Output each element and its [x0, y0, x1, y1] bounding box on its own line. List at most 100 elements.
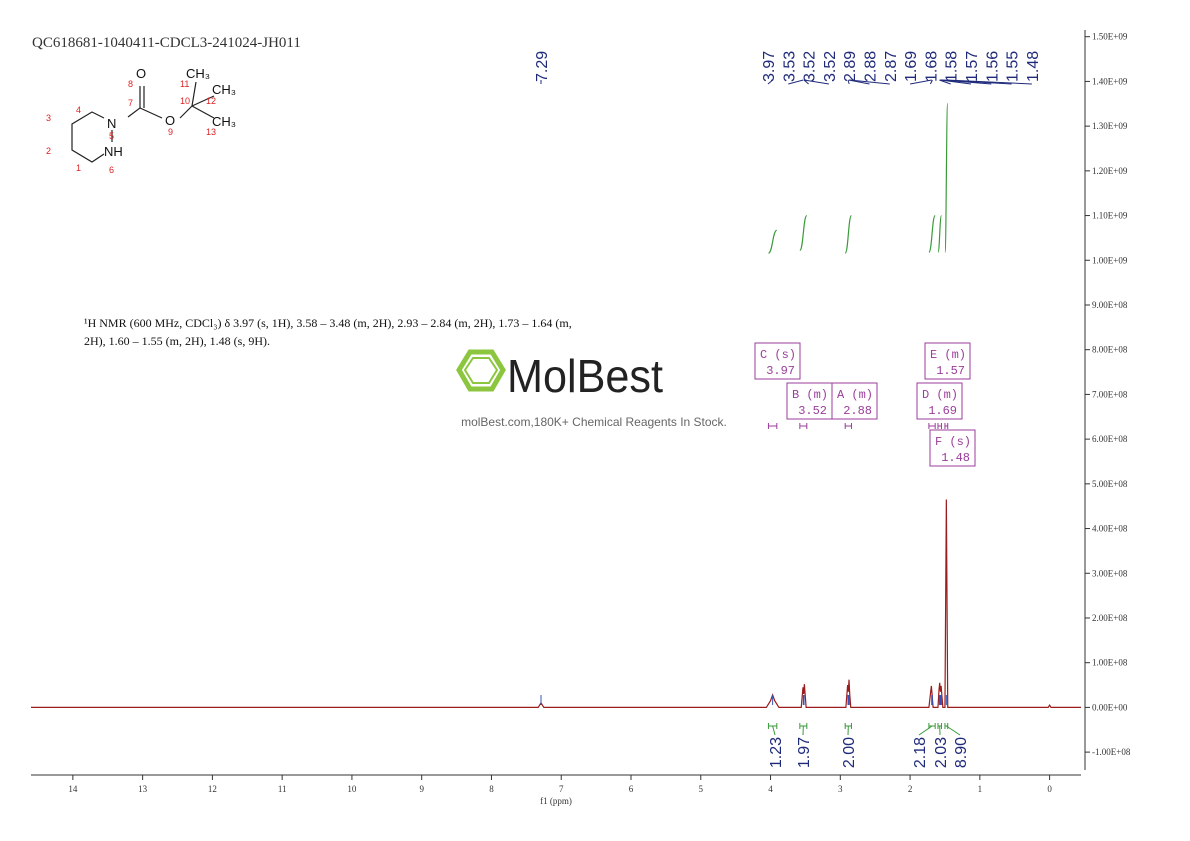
- chart-title: QC618681-1040411-CDCL3-241024-JH011: [32, 35, 301, 51]
- y-tick-label: 1.00E+09: [1092, 255, 1128, 265]
- integral-value: 2.03: [933, 737, 950, 768]
- peak-label: 3.97: [761, 51, 778, 82]
- atom-number: 3: [46, 113, 51, 123]
- atom: CH₃: [186, 66, 210, 81]
- multiplet-range: [844, 423, 852, 429]
- peak-connector: [847, 79, 850, 85]
- x-tick-label: 1: [978, 784, 983, 794]
- y-tick-label: 9.00E+08: [1092, 300, 1128, 310]
- atom-number: 11: [180, 79, 189, 89]
- multiplet-value: 1.69: [928, 404, 957, 418]
- y-tick-label: 1.50E+09: [1092, 32, 1128, 42]
- multiplet-range: [937, 423, 942, 429]
- peak-connector: [939, 79, 951, 85]
- multiplet-range: [799, 423, 808, 429]
- x-axis-label: f1 (ppm): [540, 796, 572, 806]
- peak-label: 2.89: [842, 51, 859, 82]
- multiplet-label: D (m): [922, 388, 958, 402]
- multiplet-label: C (s): [760, 348, 796, 362]
- integral-curve: [928, 214, 936, 253]
- atom: O: [165, 113, 175, 128]
- multiplet-value: 3.52: [798, 404, 827, 418]
- y-tick-label: 5.00E+08: [1092, 479, 1128, 489]
- peak-label: 7.29: [534, 51, 551, 82]
- peak-label: 3.52: [802, 51, 819, 82]
- atom-number: 8: [128, 79, 133, 89]
- x-tick-label: 13: [138, 784, 148, 794]
- x-tick-label: 6: [629, 784, 634, 794]
- atom-number: 2: [46, 146, 51, 156]
- multiplet-box: [924, 342, 971, 380]
- peak-label: 2.87: [883, 51, 900, 82]
- peak-connector: [910, 79, 932, 85]
- x-tick-label: 11: [278, 784, 287, 794]
- atom-numbers: 1 2 3 4 5 6 7 8 9 10 11 12 13: [46, 79, 216, 175]
- y-tick-label: 6.00E+08: [1092, 434, 1128, 444]
- atom-number: 1: [76, 163, 81, 173]
- integral-bracket: [937, 723, 942, 736]
- multiplet-box: [916, 382, 963, 420]
- atom: CH₃: [212, 114, 236, 129]
- x-tick-label: 9: [419, 784, 424, 794]
- integral-value: 1.23: [768, 737, 785, 768]
- atom-number: 4: [76, 105, 81, 115]
- y-tick-label: 7.00E+08: [1092, 389, 1128, 399]
- multiplet-label: B (m): [792, 388, 828, 402]
- integral-bracket: [799, 723, 808, 736]
- multiplet-value: 3.97: [766, 364, 795, 378]
- integral-value: 8.90: [953, 737, 970, 768]
- atom: CH₃: [212, 82, 236, 97]
- y-tick-label: 1.40E+09: [1092, 76, 1128, 86]
- atom-number: 6: [109, 165, 114, 175]
- y-tick-label: 1.10E+09: [1092, 211, 1128, 221]
- peak-connector: [788, 79, 804, 85]
- integral-curve: [799, 214, 808, 252]
- nmr-description: 2H), 1.60 – 1.55 (m, 2H), 1.48 (s, 9H).: [84, 334, 270, 348]
- x-tick-label: 2: [908, 784, 913, 794]
- x-tick-label: 10: [347, 784, 357, 794]
- peak-connector: [929, 79, 933, 85]
- peak-label: 2.88: [863, 51, 880, 82]
- molecule-atoms: O CH₃ CH₃ CH₃ N O NH: [104, 66, 236, 159]
- integral-curve: [944, 102, 949, 253]
- integral-curve: [937, 214, 943, 253]
- x-tick-label: 14: [68, 784, 78, 794]
- multiplet-value: 1.48: [941, 451, 970, 465]
- y-tick-label: 1.30E+09: [1092, 121, 1128, 131]
- x-tick-label: 4: [768, 784, 773, 794]
- atom: NH: [104, 144, 123, 159]
- peak-label: 1.48: [1025, 51, 1042, 82]
- peak-label: 1.57: [964, 51, 981, 82]
- multiplet-box: [929, 429, 976, 467]
- multiplet-value: 2.88: [843, 404, 872, 418]
- x-tick-label: 0: [1047, 784, 1052, 794]
- x-tick-label: 7: [559, 784, 564, 794]
- watermark-tagline: molBest.com,180K+ Chemical Reagents In S…: [461, 415, 727, 429]
- integral-bracket: [767, 723, 778, 736]
- peak-label: 1.56: [984, 51, 1001, 82]
- multiplet-label: A (m): [837, 388, 873, 402]
- multiplet-range: [767, 423, 778, 429]
- molecule-bonds: [71, 81, 215, 163]
- atom: O: [136, 66, 146, 81]
- y-tick-label: 8.00E+08: [1092, 345, 1128, 355]
- peak-label: 1.68: [923, 51, 940, 82]
- integral-bracket: [944, 723, 961, 736]
- multiplet-label: E (m): [930, 348, 966, 362]
- y-tick-label: -1.00E+08: [1092, 747, 1131, 757]
- multiplet-box: [831, 382, 878, 420]
- x-tick-label: 12: [208, 784, 217, 794]
- atom-number: 12: [206, 96, 216, 106]
- x-tick-label: 8: [489, 784, 494, 794]
- watermark-name: MolBest: [507, 350, 663, 402]
- integral-value: 2.18: [912, 737, 929, 768]
- multiplet-label: F (s): [935, 435, 971, 449]
- peak-connector: [767, 79, 773, 85]
- integral-curve: [768, 229, 778, 254]
- x-tick-label: 3: [838, 784, 843, 794]
- y-tick-label: 1.00E+08: [1092, 658, 1128, 668]
- peak-label: 1.55: [1005, 51, 1022, 82]
- atom: N: [107, 116, 116, 131]
